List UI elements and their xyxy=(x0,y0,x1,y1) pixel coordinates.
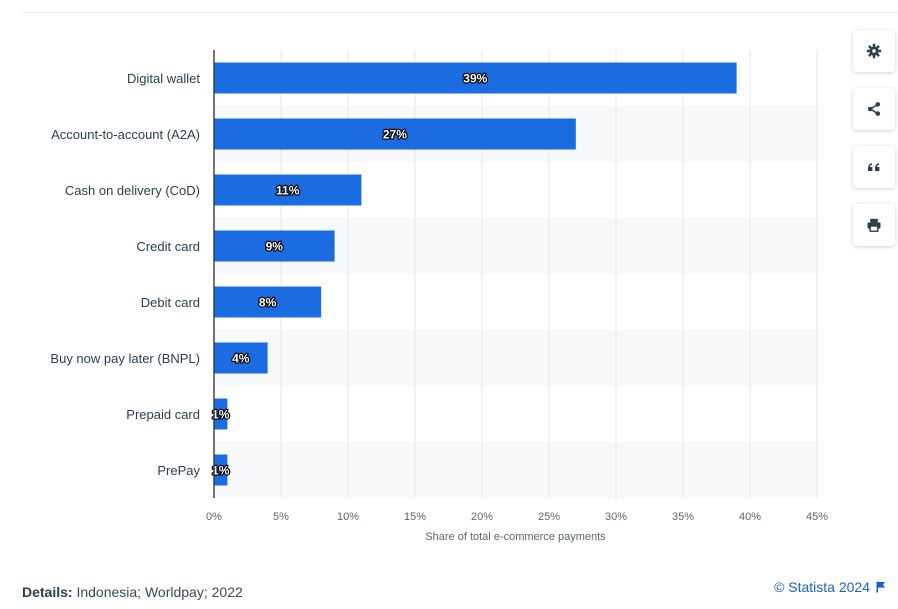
cite-button[interactable] xyxy=(853,146,895,188)
bar[interactable] xyxy=(214,230,335,262)
x-tick-label: 10% xyxy=(337,511,359,523)
category-label: Cash on delivery (CoD) xyxy=(65,183,200,198)
category-labels: Digital wallet Account-to-account (A2A) Ca… xyxy=(50,71,200,478)
print-icon xyxy=(867,218,881,232)
bar[interactable] xyxy=(214,454,228,486)
bar-value-label: 11% xyxy=(276,184,300,198)
x-tick-label: 45% xyxy=(806,511,828,523)
row-band xyxy=(214,330,817,386)
x-tick-label: 5% xyxy=(273,511,289,523)
bar[interactable] xyxy=(214,174,362,206)
x-tick-label: 40% xyxy=(739,511,761,523)
category-label: PrePay xyxy=(157,463,200,478)
bar[interactable] xyxy=(214,286,322,318)
bar[interactable] xyxy=(214,62,737,94)
bar-value-label: 4% xyxy=(232,352,250,366)
bar[interactable] xyxy=(214,342,268,374)
quote-icon xyxy=(868,163,880,171)
row-band xyxy=(214,442,817,498)
bar-value-label: 8% xyxy=(259,296,277,310)
bar[interactable] xyxy=(214,118,576,150)
bar[interactable] xyxy=(214,398,228,430)
bar-value-label: 1% xyxy=(212,408,230,422)
bars xyxy=(214,62,737,486)
copyright-text: © Statista 2024 xyxy=(774,579,870,595)
x-axis-title: Share of total e-commerce payments xyxy=(425,531,606,543)
category-label: Account-to-account (A2A) xyxy=(51,127,200,142)
details-text: Indonesia; Worldpay; 2022 xyxy=(76,584,243,600)
x-tick-label: 35% xyxy=(672,511,694,523)
bar-value-label: 9% xyxy=(266,240,284,254)
x-tick-label: 0% xyxy=(206,511,222,523)
x-tick-label: 15% xyxy=(404,511,426,523)
category-label: Prepaid card xyxy=(126,407,200,422)
share-icon xyxy=(867,102,881,116)
bar-value-label: 27% xyxy=(383,128,407,142)
share-button[interactable] xyxy=(853,88,895,130)
category-label: Credit card xyxy=(136,239,200,254)
x-tick-label: 25% xyxy=(538,511,560,523)
footer-details[interactable]: Details: Indonesia; Worldpay; 2022 xyxy=(22,584,243,600)
category-label: Digital wallet xyxy=(127,71,200,86)
bar-chart: 39% 27% 11% 9% 8% 4% 1% 1% Digital wallet Accoun… xyxy=(50,50,828,543)
gear-icon xyxy=(866,43,882,59)
details-label: Details: xyxy=(22,584,73,600)
top-divider xyxy=(22,12,898,13)
bar-value-label: 39% xyxy=(463,72,487,86)
x-tick-labels: 0% 5% 10% 15% 20% 25% 30% 35% 40% 45% xyxy=(206,511,828,523)
x-tick-label: 20% xyxy=(471,511,493,523)
category-label: Debit card xyxy=(141,295,200,310)
bar-value-labels: 39% 27% 11% 9% 8% 4% 1% 1% xyxy=(211,70,489,478)
category-label: Buy now pay later (BNPL) xyxy=(50,351,200,366)
flag-icon xyxy=(876,581,885,593)
print-button[interactable] xyxy=(853,204,895,246)
row-bands xyxy=(214,106,817,498)
settings-button[interactable] xyxy=(853,30,895,72)
copyright-link[interactable]: © Statista 2024 xyxy=(774,579,886,595)
bar-value-label: 1% xyxy=(212,464,230,478)
x-tick-label: 30% xyxy=(605,511,627,523)
chart-toolbar xyxy=(853,30,897,262)
